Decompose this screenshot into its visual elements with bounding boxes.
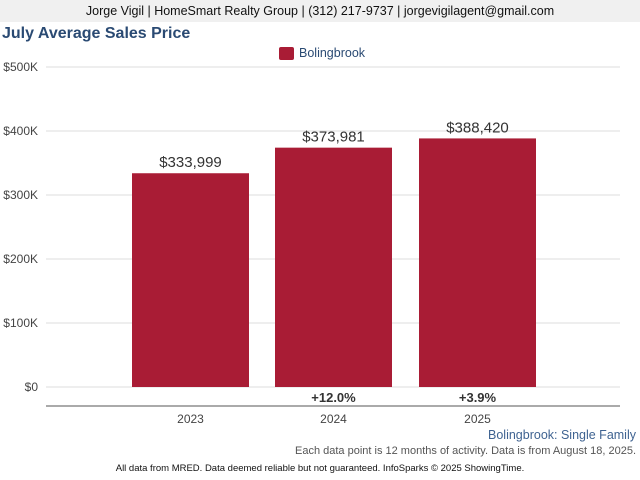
y-tick-label: $300K [3,188,38,202]
x-tick-label: 2023 [177,412,204,426]
data-note: Each data point is 12 months of activity… [295,445,636,457]
bars [132,138,536,387]
legend[interactable]: Bolingbrook [279,45,365,61]
value-labels: $333,999 $373,981 $388,420 [159,119,509,171]
y-tick-label: $200K [3,252,38,266]
change-label: +12.0% [311,390,356,405]
bar-2023[interactable] [132,173,249,387]
x-tick-label: 2024 [320,412,347,426]
legend-swatch [279,46,294,60]
chart-svg: $0 $100K $200K $300K $400K $500K $333,999 $373… [3,60,620,426]
bar-2025[interactable] [419,138,536,387]
change-label: +3.9% [459,390,497,405]
change-labels: +12.0% +3.9% [311,390,496,405]
x-axis-ticks: 2023 2024 2025 [177,412,491,426]
contact-header: Jorge Vigil | HomeSmart Realty Group | (… [0,0,640,22]
y-axis-ticks: $0 $100K $200K $300K $400K $500K [3,60,38,394]
value-label: $388,420 [446,119,509,136]
legend-label: Bolingbrook [299,46,366,60]
disclaimer: All data from MRED. Data deemed reliable… [115,463,525,474]
value-label: $333,999 [159,154,222,171]
y-tick-label: $500K [3,60,38,74]
chart-title: July Average Sales Price [2,25,191,42]
y-tick-label: $0 [25,380,39,394]
bar-2024[interactable] [275,147,392,387]
x-tick-label: 2025 [464,412,491,426]
value-label: $373,981 [302,129,365,146]
chart-subtitle: Bolingbrook: Single Family [488,428,636,442]
y-tick-label: $100K [3,316,38,330]
y-tick-label: $400K [3,124,38,138]
